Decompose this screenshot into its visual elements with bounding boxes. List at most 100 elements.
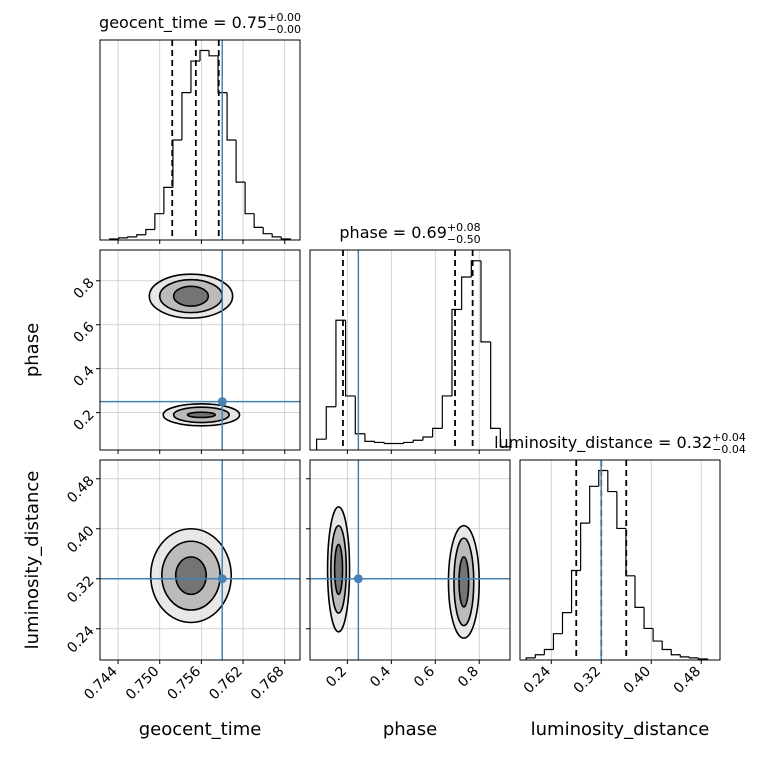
y-axis-label: luminosity_distance	[22, 471, 43, 650]
hist-step	[561, 612, 572, 634]
x-tick-label: 0.4	[367, 663, 394, 690]
hist-step	[580, 522, 590, 571]
hist-step	[364, 433, 375, 442]
panel-frame	[99, 39, 301, 241]
hist-step	[616, 491, 626, 530]
hist-step	[199, 49, 210, 62]
panel-frame	[309, 459, 511, 661]
hist-step	[552, 633, 563, 650]
panel-frame	[99, 459, 301, 661]
title-upper: +0.08	[447, 221, 481, 234]
y-tick-label: 0.48	[64, 473, 97, 506]
hist-step	[374, 441, 385, 444]
hist-step	[154, 213, 164, 230]
x-axis-label: phase	[383, 719, 437, 740]
y-tick-label: 0.24	[64, 623, 97, 656]
truth-point	[217, 574, 227, 584]
hist-step	[354, 395, 365, 435]
title-lower: −0.04	[712, 443, 746, 456]
x-tick-label: 0.762	[206, 664, 246, 704]
contour	[186, 411, 217, 419]
hist-step	[525, 657, 536, 660]
hist-step	[145, 228, 155, 235]
hist-step	[490, 341, 501, 429]
title-text: phase = 0.69	[339, 223, 446, 242]
panel	[310, 460, 510, 660]
hist-step	[136, 234, 146, 237]
hist-step	[412, 439, 423, 443]
hist-step	[697, 657, 709, 660]
x-axis-label: luminosity_distance	[531, 719, 710, 740]
truth-point	[353, 574, 363, 584]
panel-title: phase = 0.69+0.08 −0.50	[339, 221, 480, 246]
title-upper: +0.00	[267, 11, 301, 24]
hist-step	[679, 654, 690, 658]
hist-step	[235, 140, 246, 183]
hist-step	[688, 656, 699, 659]
panel	[315, 250, 510, 450]
hist-step	[244, 182, 255, 215]
hist-step	[403, 441, 414, 444]
hist-step	[271, 233, 282, 238]
x-tick-label: 0.2	[323, 664, 350, 691]
x-tick-label: 0.744	[81, 663, 121, 703]
y-tick-label: 0.4	[71, 363, 98, 390]
hist-step	[652, 628, 663, 642]
x-tick-label: 0.6	[411, 663, 438, 690]
contour	[458, 556, 470, 608]
title-text: geocent_time = 0.75	[99, 13, 267, 33]
hist-step	[534, 654, 545, 658]
panel-frame	[309, 249, 511, 451]
x-tick-label: 0.40	[621, 664, 654, 697]
hist-step	[461, 276, 472, 310]
y-axis-label: phase	[22, 323, 43, 377]
x-tick-label: 0.756	[165, 663, 205, 703]
hist-step	[383, 442, 394, 445]
panel	[100, 460, 300, 660]
hist-step	[172, 139, 182, 188]
panel-frame	[519, 459, 721, 661]
hist-step	[480, 260, 491, 343]
hist-step	[661, 641, 672, 651]
hist-step	[335, 319, 346, 407]
x-tick-label: 0.750	[123, 664, 163, 704]
panel-title: geocent_time = 0.75+0.00 −0.00	[99, 11, 301, 36]
hist-step	[607, 470, 617, 493]
y-tick-label: 0.6	[71, 319, 98, 346]
panel	[109, 40, 291, 240]
x-axis-label: geocent_time	[139, 719, 262, 740]
title-lower: −0.50	[447, 233, 481, 246]
panel	[100, 250, 300, 450]
hist-step	[543, 648, 554, 655]
panel-frame	[99, 249, 301, 451]
hist-step	[226, 92, 237, 141]
hist-step	[570, 569, 581, 613]
panel	[525, 460, 709, 660]
hist-step	[625, 528, 635, 577]
y-tick-label: 0.40	[64, 523, 97, 556]
panel-title: luminosity_distance = 0.32+0.04 −0.04	[494, 431, 746, 456]
y-tick-label: 0.32	[64, 573, 97, 606]
x-tick-label: 0.768	[248, 664, 288, 704]
title-text: luminosity_distance = 0.32	[494, 433, 712, 453]
y-tick-label: 0.2	[71, 407, 98, 434]
hist-step	[598, 469, 608, 487]
x-tick-label: 0.32	[571, 664, 604, 697]
hist-step	[315, 438, 327, 450]
hist-step	[441, 395, 452, 429]
hist-step	[208, 50, 219, 57]
hist-step	[470, 260, 481, 278]
title-lower: −0.00	[267, 23, 301, 36]
y-tick-label: 0.8	[71, 275, 98, 302]
hist-step	[451, 308, 462, 396]
hist-step	[280, 236, 291, 240]
contour	[174, 556, 208, 596]
hist-step	[118, 237, 128, 239]
hist-step	[670, 649, 681, 656]
hist-step	[325, 406, 336, 440]
hist-step	[432, 427, 443, 438]
title-upper: +0.04	[712, 431, 746, 444]
x-tick-label: 0.8	[455, 664, 482, 691]
contour	[333, 543, 344, 596]
